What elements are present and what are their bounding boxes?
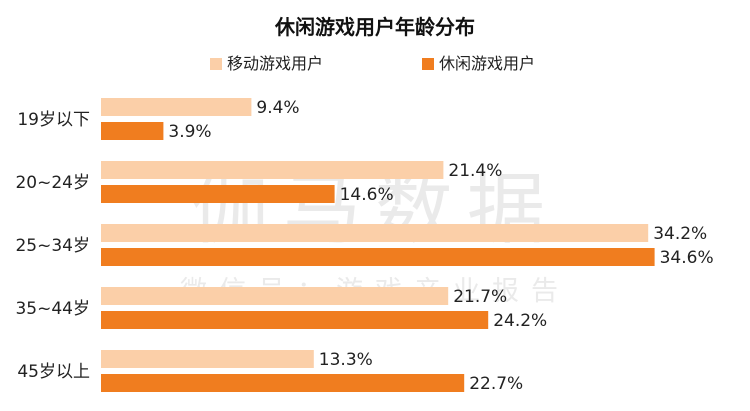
value-label: 24.2%	[493, 311, 547, 331]
category-label: 45岁以上	[17, 362, 90, 382]
value-label: 34.6%	[660, 248, 714, 268]
bar-casual-4	[101, 311, 489, 329]
value-label: 13.3%	[319, 350, 373, 370]
category-label: 19岁以下	[17, 110, 90, 130]
legend-swatch-1	[210, 58, 222, 70]
value-label: 3.9%	[168, 122, 211, 142]
value-label: 21.4%	[448, 161, 502, 181]
bar-mobile-1	[101, 98, 252, 116]
value-label: 14.6%	[340, 185, 394, 205]
bar-mobile-2	[101, 161, 444, 179]
bar-mobile-4	[101, 287, 449, 305]
value-label: 34.2%	[653, 224, 707, 244]
bar-mobile-3	[101, 224, 649, 242]
legend-swatch-2	[422, 58, 434, 70]
chart-title: 休闲游戏用户年龄分布	[274, 15, 475, 39]
category-label: 25~34岁	[15, 236, 90, 256]
value-label: 9.4%	[256, 98, 299, 118]
bar-mobile-5	[101, 350, 314, 368]
value-label: 21.7%	[453, 287, 507, 307]
value-label: 22.7%	[469, 374, 523, 394]
bar-casual-3	[101, 248, 655, 266]
legend-label-2: 休闲游戏用户	[439, 54, 535, 73]
category-label: 35~44岁	[15, 299, 90, 319]
legend-label-1: 移动游戏用户	[227, 54, 323, 73]
category-label: 20~24岁	[15, 173, 90, 193]
bar-casual-5	[101, 374, 465, 392]
bar-casual-2	[101, 185, 335, 203]
bar-casual-1	[101, 122, 164, 140]
